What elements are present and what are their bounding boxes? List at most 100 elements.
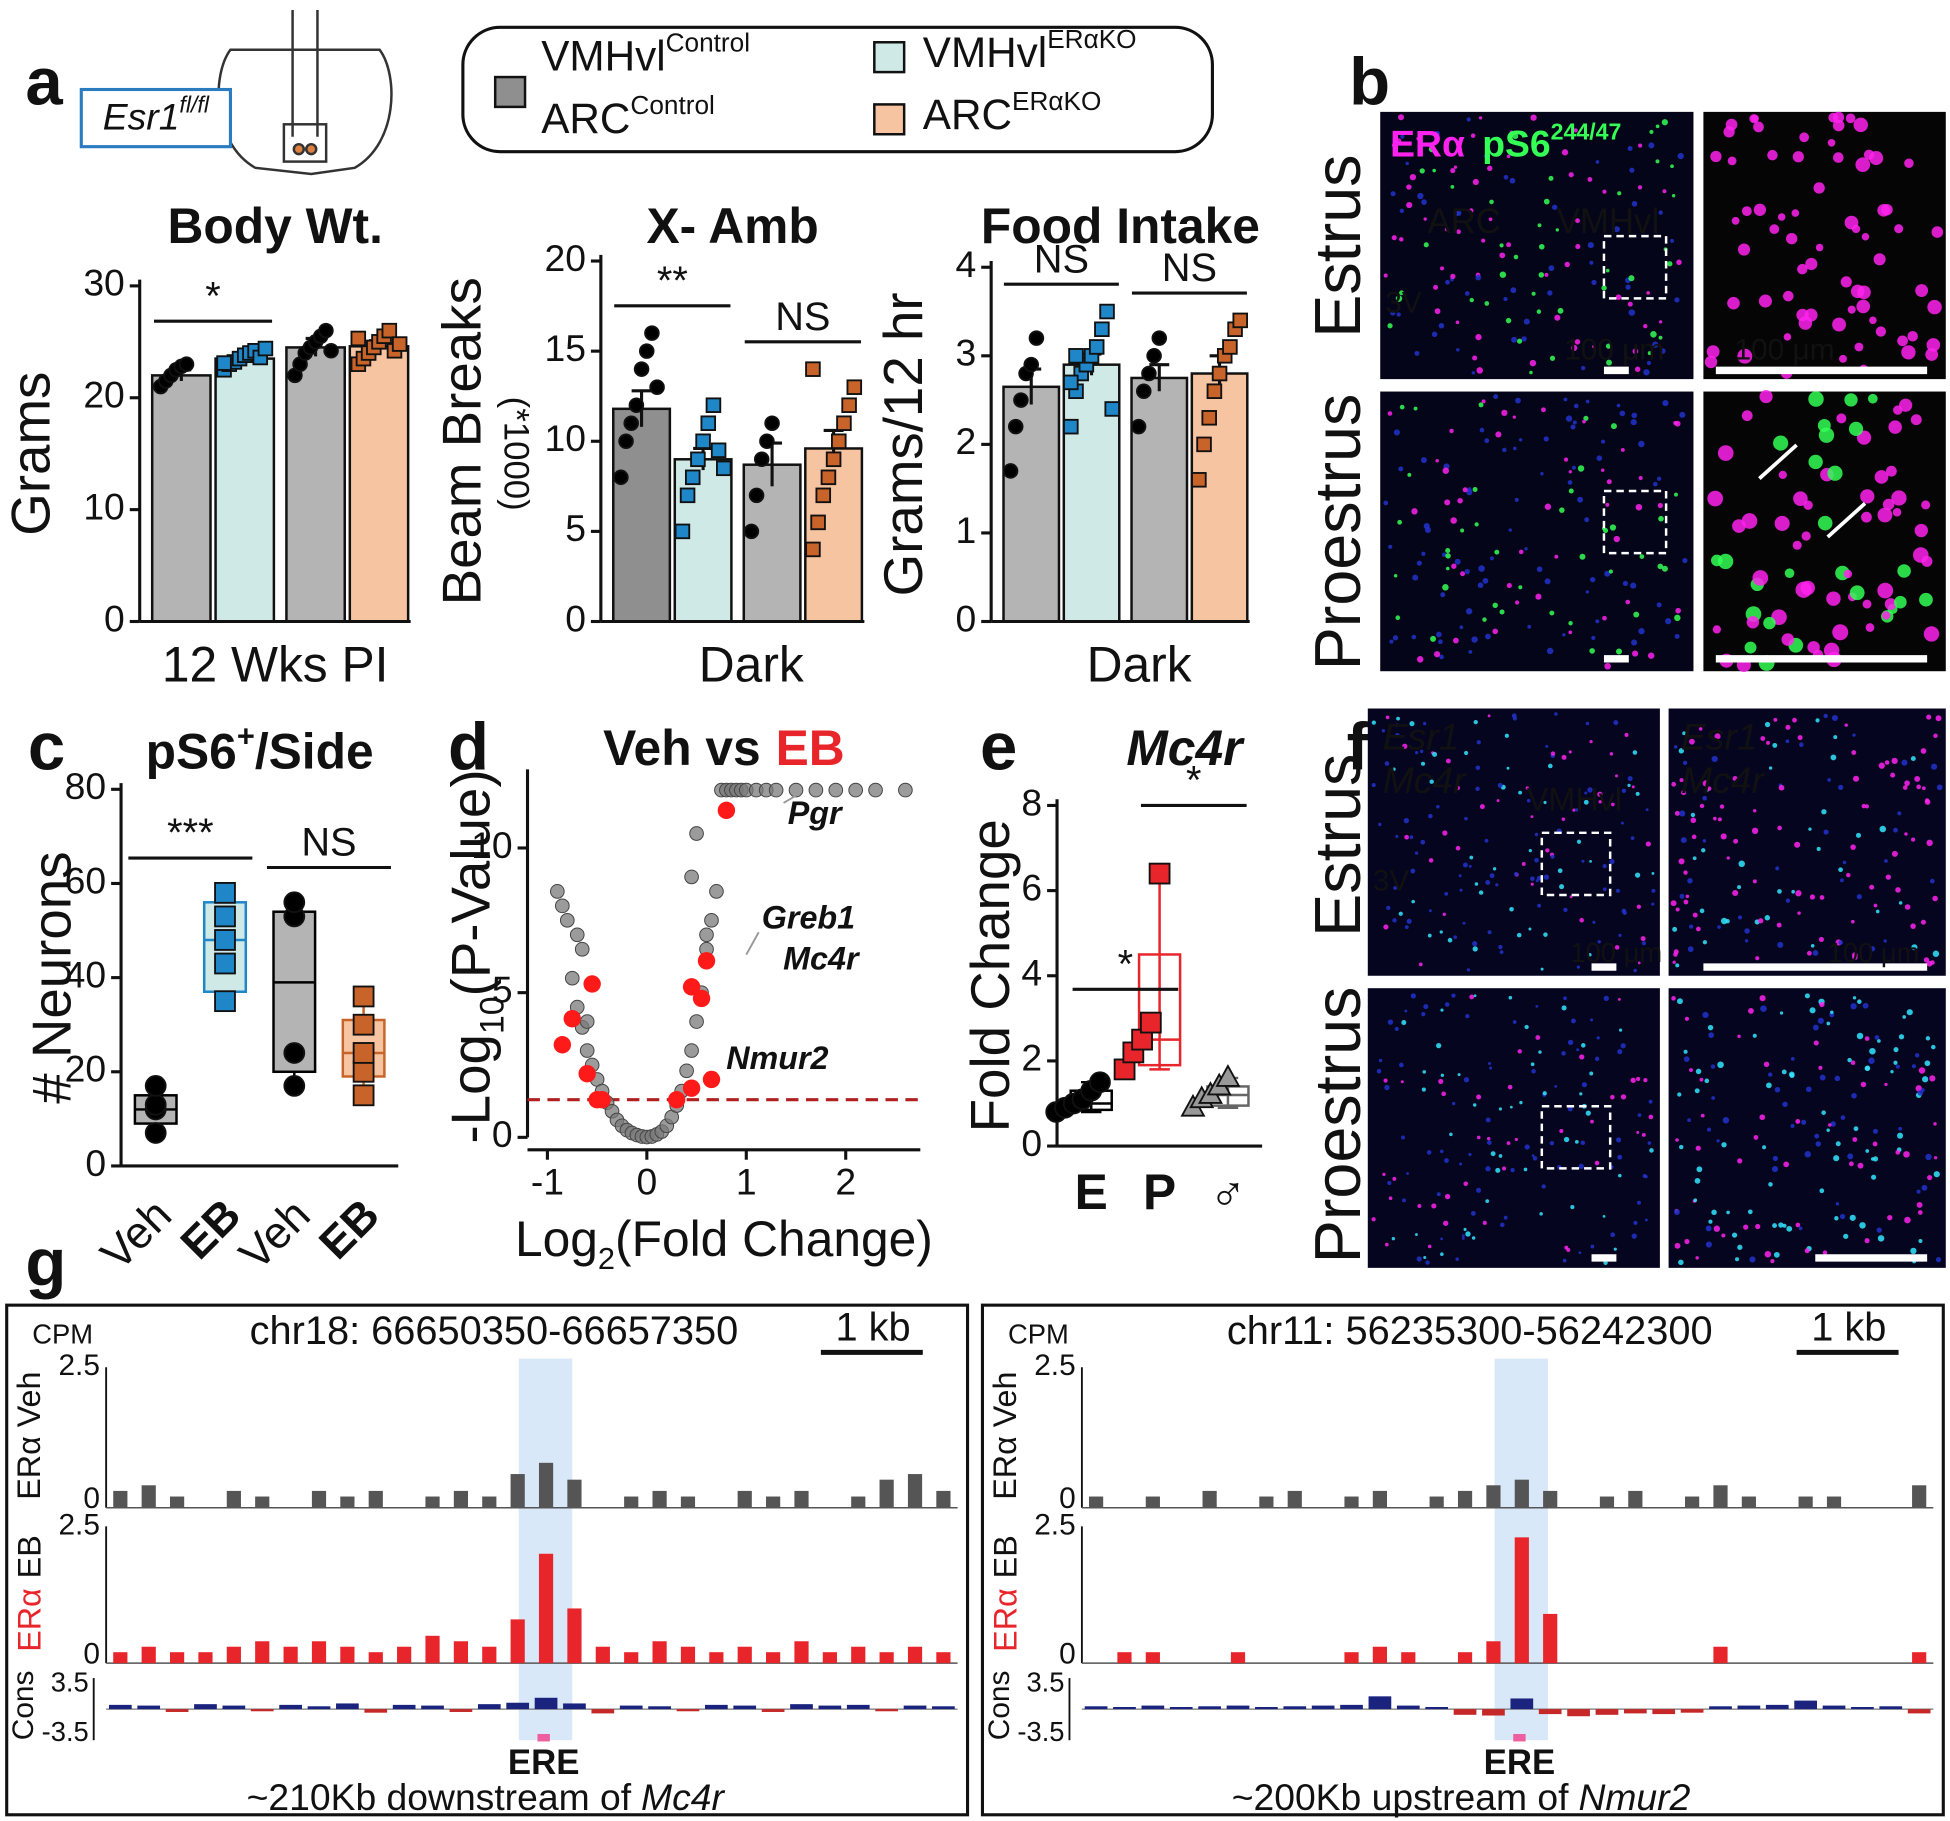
cell-signal bbox=[1638, 628, 1645, 635]
y-tick-label: 2.5 bbox=[58, 1349, 99, 1382]
cell-signal bbox=[1387, 1180, 1392, 1186]
cell-signal bbox=[1764, 915, 1771, 921]
cell-signal bbox=[1628, 309, 1636, 316]
cell-signal bbox=[1898, 901, 1903, 905]
cell-signal bbox=[1847, 1057, 1852, 1063]
data-point bbox=[828, 782, 844, 798]
cell-signal bbox=[1926, 714, 1932, 720]
conservation-bar bbox=[1255, 1706, 1278, 1710]
cell-signal bbox=[1428, 145, 1436, 153]
cell-signal bbox=[1904, 1216, 1911, 1224]
cell-signal bbox=[1487, 714, 1491, 718]
data-point bbox=[764, 415, 780, 432]
cell-signal bbox=[1405, 161, 1409, 166]
arrow bbox=[1758, 443, 1798, 480]
significance-label: NS bbox=[301, 821, 356, 865]
cell-signal bbox=[1893, 827, 1898, 833]
signal-bar bbox=[652, 1490, 667, 1508]
cell-signal bbox=[1517, 1049, 1522, 1054]
conservation-bar bbox=[1169, 1706, 1193, 1710]
y-tick-label: 80 bbox=[65, 765, 106, 807]
cell-signal bbox=[1552, 204, 1558, 210]
cell-signal bbox=[1421, 1012, 1426, 1017]
cell-signal bbox=[1575, 244, 1581, 250]
cell-signal bbox=[1752, 809, 1757, 813]
cell-signal bbox=[1798, 316, 1813, 330]
data-point bbox=[748, 487, 765, 504]
cell-signal bbox=[1585, 1110, 1591, 1116]
y-axis-label: # Neurons bbox=[21, 851, 83, 1103]
cell-signal bbox=[1585, 721, 1590, 726]
chart-title-part: pS6 bbox=[146, 724, 237, 780]
cpm-label: CPM bbox=[32, 1318, 93, 1349]
cell-signal bbox=[1706, 786, 1712, 791]
cell-signal bbox=[1613, 226, 1620, 233]
cell-signal bbox=[1627, 783, 1631, 788]
cell-signal bbox=[1936, 784, 1943, 791]
cell-signal bbox=[1617, 191, 1622, 196]
bar bbox=[214, 357, 276, 623]
cell-signal bbox=[1541, 1184, 1546, 1189]
cell-signal bbox=[1933, 1122, 1937, 1126]
cell-signal bbox=[1711, 1096, 1716, 1100]
cell-signal bbox=[1463, 1077, 1470, 1083]
data-point bbox=[684, 869, 699, 885]
signal-bar bbox=[1514, 1479, 1529, 1508]
conservation-bar bbox=[733, 1705, 757, 1710]
data-point bbox=[815, 487, 832, 504]
conservation-bar bbox=[279, 1704, 302, 1710]
cell-signal bbox=[1526, 798, 1531, 803]
cell-signal bbox=[1506, 154, 1511, 159]
cell-signal bbox=[1567, 480, 1573, 485]
x-tick-label: P bbox=[1143, 1164, 1176, 1220]
cell-signal bbox=[1776, 922, 1782, 928]
cell-signal bbox=[1459, 625, 1464, 630]
cell-signal bbox=[1677, 152, 1684, 160]
cell-signal bbox=[1844, 393, 1858, 407]
cell-signal bbox=[1632, 348, 1639, 355]
cell-signal bbox=[1770, 1259, 1775, 1264]
cell-signal bbox=[1871, 1174, 1877, 1180]
conservation-bar bbox=[1084, 1706, 1108, 1710]
cell-signal bbox=[1674, 614, 1681, 622]
cell-signal bbox=[1783, 333, 1792, 341]
chart-title-part: + bbox=[237, 718, 255, 753]
cell-signal bbox=[1752, 879, 1757, 884]
cell-signal bbox=[1518, 790, 1523, 795]
cell-signal bbox=[1584, 517, 1590, 523]
cell-signal bbox=[1542, 1091, 1547, 1096]
cell-signal bbox=[1843, 569, 1853, 579]
stain-label: Esr1 bbox=[1383, 715, 1460, 757]
cell-signal bbox=[1755, 1223, 1761, 1230]
cell-signal bbox=[1683, 899, 1689, 905]
panel-label: a bbox=[25, 45, 63, 120]
cell-signal bbox=[1631, 785, 1635, 789]
cell-signal bbox=[1879, 825, 1887, 833]
cell-signal bbox=[1844, 723, 1848, 727]
cell-signal bbox=[1777, 941, 1784, 948]
signal-bar bbox=[652, 1641, 667, 1664]
cell-signal bbox=[1700, 1113, 1705, 1118]
cell-signal bbox=[1850, 919, 1855, 924]
cell-signal bbox=[1890, 1069, 1894, 1074]
cell-signal bbox=[1768, 1182, 1773, 1187]
cell-signal bbox=[1516, 338, 1523, 344]
cell-signal bbox=[1649, 129, 1654, 135]
cell-signal bbox=[1617, 1049, 1623, 1055]
cell-signal bbox=[1648, 1114, 1654, 1120]
cell-signal bbox=[1538, 272, 1545, 278]
cell-signal bbox=[1861, 511, 1872, 523]
cell-signal bbox=[1490, 556, 1494, 561]
y-tick-label: 10 bbox=[544, 417, 585, 459]
cell-signal bbox=[1891, 850, 1898, 857]
cell-signal bbox=[1856, 1032, 1864, 1040]
signal-bar bbox=[482, 1646, 497, 1664]
cell-signal bbox=[1826, 591, 1841, 606]
data-point bbox=[704, 912, 719, 928]
cell-signal bbox=[1514, 497, 1519, 502]
y-tick-label: 0 bbox=[956, 597, 977, 639]
cell-signal bbox=[1441, 1091, 1446, 1097]
conservation-bar bbox=[449, 1709, 473, 1712]
cell-signal bbox=[1935, 715, 1942, 722]
cell-signal bbox=[1641, 941, 1646, 946]
